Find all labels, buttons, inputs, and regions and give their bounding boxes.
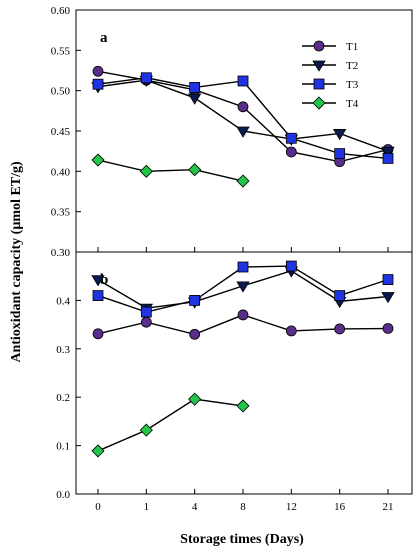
series-line-T4: [97, 159, 244, 182]
data-point-T3: [140, 306, 152, 318]
x-tick-label: 8: [240, 501, 246, 513]
panel-a-plot: 0.30 0.35 0.40 0.45 0.50 0.55 0.60 a T1 T2 T3 T4: [51, 5, 413, 259]
data-point-T4: [236, 174, 250, 188]
data-point-T2: [381, 146, 395, 158]
data-point-T1: [140, 316, 152, 328]
data-point-T3: [189, 82, 201, 93]
data-point-T2: [332, 129, 347, 141]
data-point-T4: [236, 399, 250, 413]
y-tick-label: 0.0: [56, 489, 70, 501]
legend-marker-T1: [313, 40, 325, 52]
data-point-T4: [139, 423, 153, 437]
x-axis-title: Storage times (Days): [180, 532, 304, 547]
x-tick-label: 1: [144, 501, 150, 513]
data-point-T2: [381, 292, 395, 304]
plot-frame: [75, 251, 413, 495]
data-point-T4: [91, 444, 105, 458]
data-point-T3: [237, 261, 249, 273]
y-tick-label: 0.1: [56, 441, 70, 453]
legend-marker-T3: [313, 78, 325, 90]
legend-label-T2: T2: [346, 60, 358, 72]
data-point-T1: [285, 325, 297, 337]
data-point-T3: [382, 274, 394, 285]
x-tick-label: 16: [334, 501, 346, 513]
data-point-T1: [285, 146, 297, 158]
y-axis-title: Antioxidant capacity (µmol ET/g): [9, 161, 24, 363]
data-point-T3: [382, 153, 394, 164]
y-tick-label: 0.40: [51, 166, 71, 178]
x-tick-label: 12: [286, 501, 297, 513]
panel-label: a: [100, 30, 108, 46]
y-tick-label: 0.3: [56, 344, 70, 356]
legend-label-T1: T1: [346, 41, 358, 53]
data-point-T3: [140, 72, 152, 84]
series-line-T3: [97, 77, 389, 160]
y-tick-label: 0.50: [51, 86, 71, 98]
series-line-T2: [97, 79, 389, 152]
data-point-T3: [189, 294, 201, 306]
y-tick-label: 0.2: [56, 392, 70, 404]
data-point-T1: [237, 101, 249, 113]
data-point-T3: [334, 290, 346, 301]
panel-label: b: [100, 272, 108, 288]
y-tick-label: 0.55: [51, 45, 71, 57]
data-point-T1: [92, 65, 104, 77]
data-point-T2: [236, 281, 250, 293]
data-point-T3: [92, 78, 104, 90]
data-point-T2: [91, 275, 105, 287]
data-point-T2: [236, 126, 250, 138]
data-point-T3: [285, 260, 297, 272]
series-line-T4: [97, 398, 244, 452]
legend-label-T4: T4: [346, 98, 359, 110]
data-point-T1: [334, 323, 346, 335]
data-point-T4: [188, 163, 202, 177]
data-point-T4: [139, 164, 153, 178]
panel-b-plot: 0.0 0.1 0.2 0.3 0.4 0 1 4 8 12 16 21 b: [56, 251, 413, 513]
x-tick-label: 21: [383, 501, 394, 513]
data-point-T1: [237, 309, 249, 321]
data-point-T4: [188, 392, 202, 406]
data-point-T3: [237, 75, 249, 87]
data-point-T1: [92, 328, 104, 340]
data-point-T2: [187, 93, 202, 105]
data-point-T4: [91, 153, 105, 167]
y-tick-label: 0.30: [51, 247, 71, 259]
data-point-T3: [92, 290, 104, 301]
x-tick-label: 0: [95, 501, 101, 513]
x-tick-label: 4: [192, 501, 198, 513]
legend-marker-T4: [312, 96, 326, 110]
y-tick-label: 0.60: [51, 5, 71, 17]
y-tick-label: 0.45: [51, 126, 71, 138]
legend-label-T3: T3: [346, 79, 359, 91]
data-point-T1: [382, 323, 394, 334]
y-tick-label: 0.4: [56, 295, 70, 307]
data-point-T3: [285, 132, 297, 144]
data-point-T3: [334, 148, 346, 159]
y-tick-label: 0.35: [51, 207, 71, 219]
legend-marker-T2: [312, 60, 326, 72]
data-point-T1: [189, 328, 201, 340]
